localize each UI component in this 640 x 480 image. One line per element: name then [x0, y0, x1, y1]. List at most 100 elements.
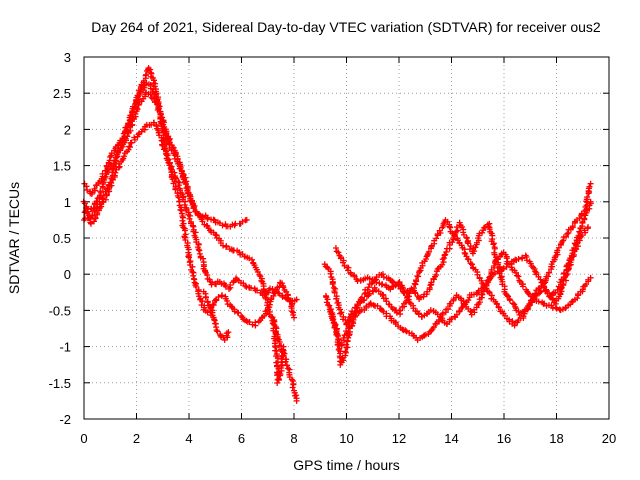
data-point — [456, 308, 463, 315]
data-point — [564, 230, 571, 237]
data-point — [512, 269, 519, 276]
data-point — [511, 322, 518, 329]
data-point — [461, 249, 468, 256]
data-point — [172, 186, 179, 193]
data-point — [103, 191, 110, 198]
y-axis-label: SDTVAR / TECUs — [6, 182, 22, 294]
data-point — [91, 218, 98, 225]
data-point — [203, 294, 210, 301]
data-point — [576, 228, 583, 235]
data-point — [288, 376, 295, 383]
chart-title: Day 264 of 2021, Sidereal Day-to-day VTE… — [91, 19, 601, 35]
data-point — [584, 194, 591, 201]
data-point — [327, 270, 334, 277]
data-point — [222, 283, 229, 290]
x-tick-label: 16 — [497, 431, 511, 446]
data-point — [172, 174, 179, 181]
data-point — [413, 277, 420, 284]
data-point — [164, 152, 171, 159]
data-point — [569, 223, 576, 230]
data-point — [334, 341, 341, 348]
data-point — [581, 215, 588, 222]
data-point — [563, 277, 570, 284]
data-point — [97, 188, 104, 195]
data-point — [427, 307, 434, 314]
data-point — [456, 219, 463, 226]
data-point — [278, 352, 285, 359]
data-point — [136, 91, 143, 98]
data-point — [227, 281, 234, 288]
x-tick-label: 18 — [549, 431, 563, 446]
y-tick-label: -1 — [59, 340, 71, 355]
data-point — [585, 224, 591, 231]
data-point — [152, 93, 159, 100]
data-point — [185, 253, 192, 260]
data-point — [537, 289, 544, 296]
data-point — [463, 235, 470, 242]
data-point — [553, 305, 560, 312]
data-point — [436, 227, 443, 234]
data-point — [491, 245, 498, 252]
x-tick-label: 0 — [80, 431, 87, 446]
data-point — [183, 185, 190, 192]
data-point — [448, 315, 455, 322]
data-point — [389, 278, 396, 285]
data-point — [204, 299, 211, 306]
data-point — [503, 255, 510, 262]
data-point — [490, 263, 497, 270]
series-track-5 — [200, 288, 232, 343]
data-point — [444, 306, 451, 313]
data-point — [279, 359, 286, 366]
y-tick-label: 2.5 — [53, 86, 71, 101]
data-point — [562, 305, 569, 312]
data-point — [387, 286, 394, 293]
y-tick-label: 1 — [64, 195, 71, 210]
data-point — [365, 284, 372, 291]
data-point — [154, 98, 161, 105]
data-point — [254, 287, 261, 294]
points-layer — [80, 65, 594, 404]
data-point — [397, 307, 404, 314]
data-point — [290, 311, 297, 318]
data-point — [493, 256, 500, 263]
x-tick-label: 2 — [133, 431, 140, 446]
data-point — [535, 298, 542, 305]
data-point — [192, 229, 199, 236]
data-point — [537, 276, 544, 283]
data-point — [427, 282, 434, 289]
data-point — [562, 233, 569, 240]
data-point — [503, 292, 510, 299]
data-point — [273, 359, 280, 366]
data-point — [467, 308, 474, 315]
data-point — [264, 304, 271, 311]
data-point — [353, 304, 360, 311]
data-point — [415, 311, 422, 318]
x-tick-label: 14 — [444, 431, 458, 446]
data-point — [339, 259, 346, 266]
data-point — [148, 94, 155, 101]
data-point — [443, 248, 450, 255]
data-point — [180, 224, 187, 231]
data-point — [217, 332, 224, 339]
data-point — [333, 295, 340, 302]
data-point — [335, 249, 342, 256]
data-point — [523, 306, 530, 313]
data-point — [406, 329, 413, 336]
series-track-9 — [332, 224, 591, 328]
data-point — [399, 326, 406, 333]
data-point — [114, 151, 121, 158]
data-point — [288, 308, 295, 315]
data-point — [170, 180, 177, 187]
y-tick-label: -2 — [59, 412, 71, 427]
data-point — [523, 257, 530, 264]
y-tick-label: 0 — [64, 267, 71, 282]
data-point — [84, 187, 91, 194]
data-point — [91, 185, 98, 192]
data-point — [143, 71, 150, 78]
series-track-4 — [80, 119, 300, 307]
data-point — [451, 232, 458, 239]
data-point — [428, 279, 435, 286]
data-point — [189, 268, 196, 275]
data-point — [280, 343, 287, 350]
